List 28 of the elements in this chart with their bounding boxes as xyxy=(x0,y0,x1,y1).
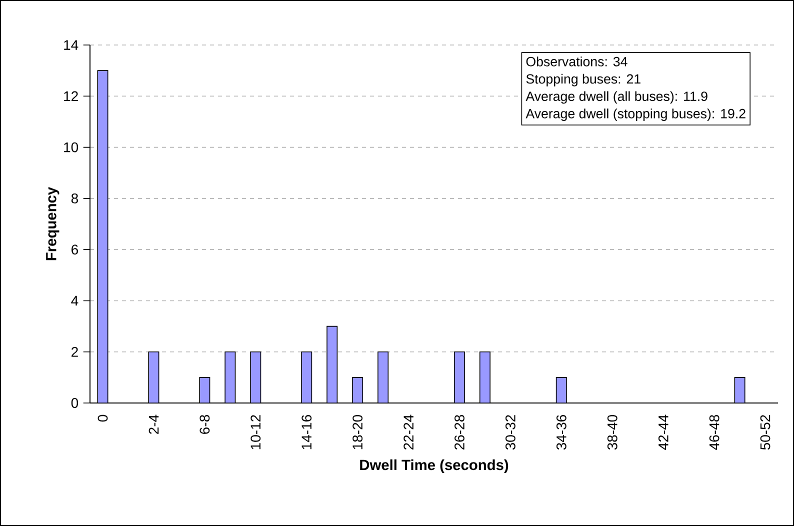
x-tick-label: 38-40 xyxy=(607,414,618,450)
y-axis-title: Frequency xyxy=(46,187,60,260)
x-tick-label: 26-28 xyxy=(454,415,464,450)
y-tick-label: 14 xyxy=(64,40,78,50)
x-tick-label: 14-16 xyxy=(302,415,312,450)
y-tick-label: 6 xyxy=(72,244,78,255)
x-tick-label: 50-52 xyxy=(760,415,770,450)
x-tick-label: 42-44 xyxy=(658,414,668,450)
annotation: Average dwell (all buses): 11.9 xyxy=(526,91,708,104)
annotation: Stopping buses: 21 xyxy=(526,74,640,86)
x-tick-label: 18-20 xyxy=(352,414,363,450)
y-tick-label: 4 xyxy=(71,296,78,306)
x-tick-label: 10-12 xyxy=(250,415,261,450)
x-axis-title: Dwell Time (seconds) xyxy=(360,459,508,473)
annotation: Average dwell (stopping buses): 19.2 xyxy=(526,108,746,121)
x-tick-label: 22-24 xyxy=(404,414,414,450)
y-tick-label: 2 xyxy=(72,346,78,357)
y-tick-label: 12 xyxy=(64,91,78,102)
x-tick-label: 30-32 xyxy=(506,415,516,450)
x-tick-label: 6-8 xyxy=(200,414,210,434)
x-tick-label: 46-48 xyxy=(709,415,720,450)
x-tick-label: 34-36 xyxy=(556,415,566,450)
annotation: Observations: 34 xyxy=(526,56,628,66)
y-tick-label: 8 xyxy=(71,193,78,204)
x-tick-label: 0 xyxy=(98,414,108,422)
x-tick-label: 2-4 xyxy=(148,414,159,434)
y-tick-label: 10 xyxy=(64,142,78,152)
y-tick-label: 0 xyxy=(71,398,78,408)
